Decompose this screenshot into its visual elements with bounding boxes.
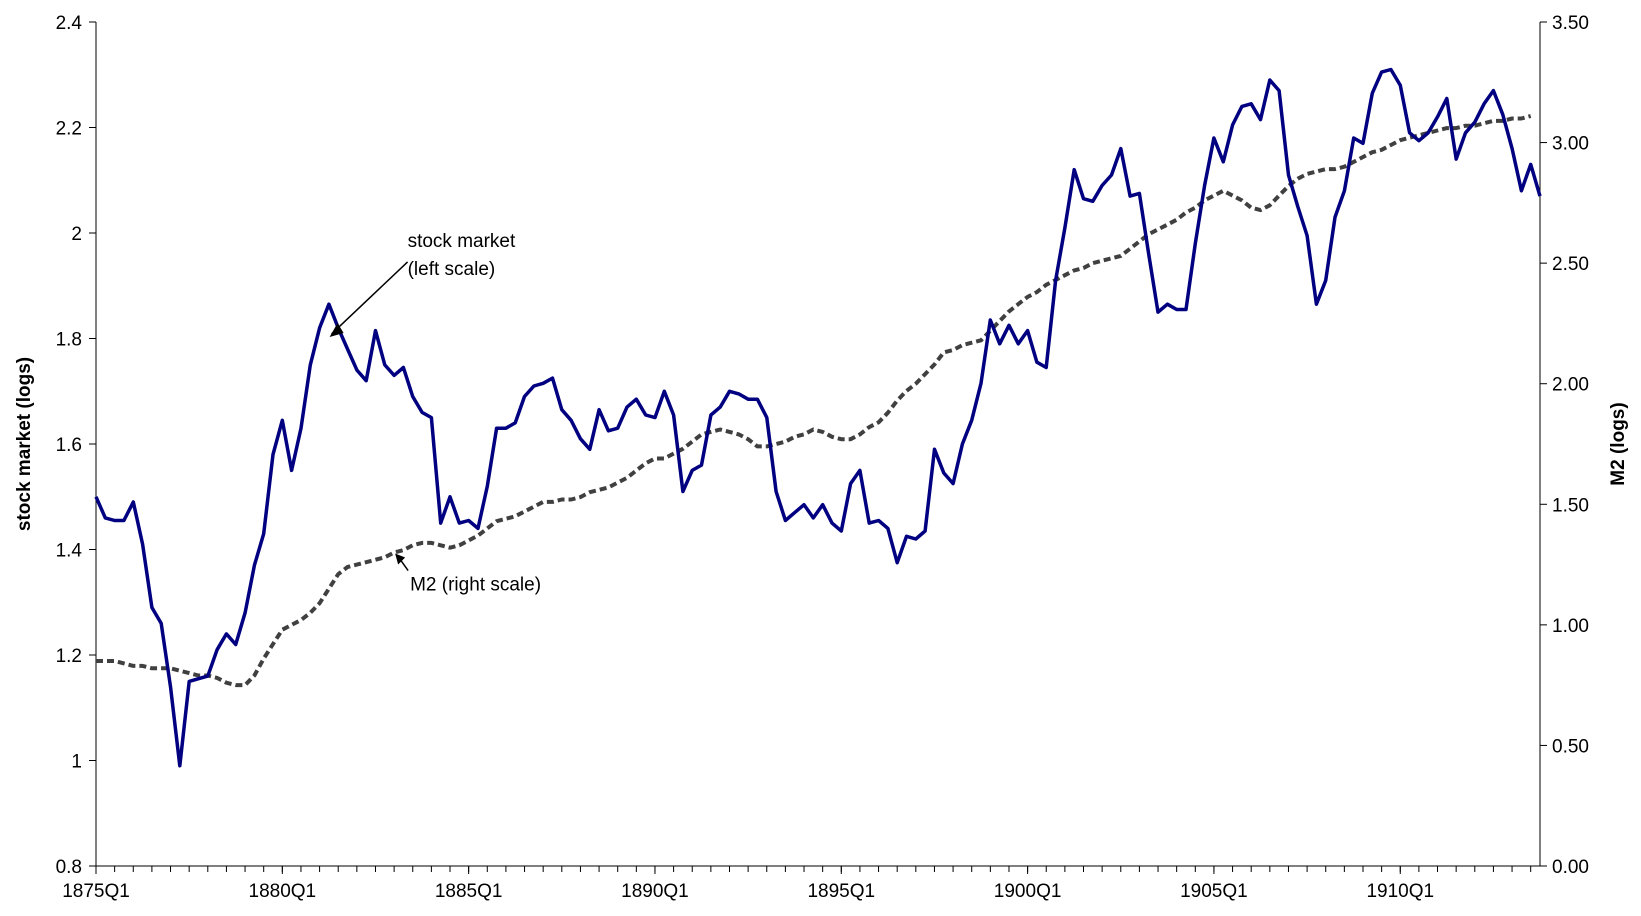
- left-y-tick-label: 2.2: [56, 119, 82, 140]
- left-y-tick-label: 1.8: [56, 330, 82, 351]
- left-y-tick-label: 2.4: [56, 13, 83, 34]
- left-y-tick-label: 1: [71, 752, 82, 773]
- right-y-tick-label: 0.00: [1552, 857, 1589, 878]
- left-y-tick-label: 0.8: [56, 857, 82, 878]
- x-tick-label: 1880Q1: [249, 881, 317, 902]
- x-tick-label: 1895Q1: [807, 881, 875, 902]
- x-tick-label: 1905Q1: [1180, 881, 1248, 902]
- stock-annotation-arrow-line: [331, 261, 409, 335]
- m2-annotation-arrowhead: [395, 553, 406, 565]
- m2-series-line: [96, 114, 1532, 688]
- right-y-tick-label: 1.50: [1552, 495, 1589, 516]
- right-y-tick-label: 0.50: [1552, 736, 1589, 757]
- right-axis-title: M2 (logs): [1608, 402, 1629, 485]
- left-y-tick-label: 1.6: [56, 435, 82, 456]
- right-y-tick-label: 3.50: [1552, 13, 1589, 34]
- annotations: stock market (left scale) M2 (right scale): [329, 231, 541, 596]
- left-y-tick-label: 1.4: [56, 541, 83, 562]
- x-tick-label: 1900Q1: [994, 881, 1062, 902]
- series-layer: [94, 67, 1542, 768]
- left-y-tick-label: 1.2: [56, 646, 82, 667]
- m2-annotation-text: M2 (right scale): [410, 575, 541, 596]
- left-y-tick-label: 2: [71, 224, 82, 245]
- x-tick-label: 1875Q1: [62, 881, 130, 902]
- stock-annotation-text: (left scale): [408, 259, 496, 280]
- left-axis-title: stock market (logs): [14, 357, 35, 531]
- axes: 0.8 1 1.2 1.4 1.6 1.8 2 2.2 2.4 0.00 0.50 1.00 1.50 2…: [14, 13, 1629, 902]
- right-y-tick-label: 1.00: [1552, 616, 1589, 637]
- stock-annotation-arrowhead: [329, 322, 344, 337]
- right-y-tick-label: 3.00: [1552, 134, 1589, 155]
- stock-market-series-line: [94, 67, 1542, 768]
- right-y-tick-label: 2.00: [1552, 375, 1589, 396]
- x-tick-label: 1910Q1: [1366, 881, 1434, 902]
- x-tick-label: 1890Q1: [621, 881, 689, 902]
- right-y-tick-label: 2.50: [1552, 254, 1589, 275]
- stock-annotation-text: stock market: [408, 231, 516, 252]
- x-tick-label: 1885Q1: [435, 881, 503, 902]
